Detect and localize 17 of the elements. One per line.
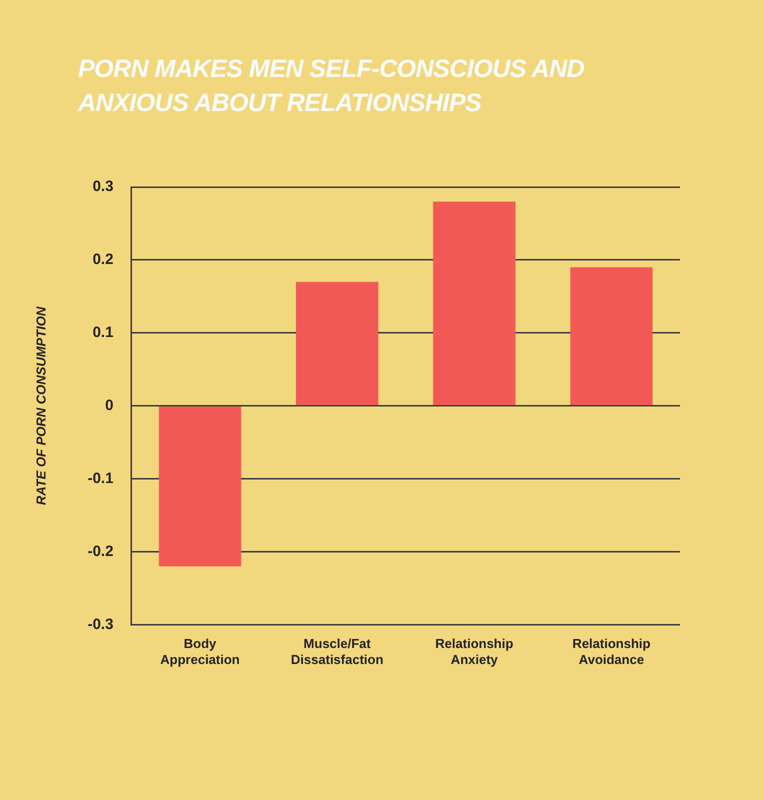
y-tick-label: -0.1	[88, 470, 114, 488]
y-tick-label: -0.2	[88, 542, 114, 560]
y-tick-label: 0.3	[92, 178, 114, 196]
y-tick-label: 0.2	[92, 251, 114, 268]
bar	[433, 202, 516, 406]
x-tick-label: Relationship Avoidance	[572, 636, 650, 667]
y-tick-label: 0	[105, 397, 114, 414]
chart-title: PORN MAKES MEN SELF-CONSCIOUS AND ANXIOUS ABOUT RELATIONSHIPS	[78, 54, 586, 119]
bar	[296, 282, 378, 406]
bar	[570, 267, 653, 406]
x-tick-label: Muscle/Fat Dissatisfaction	[290, 636, 384, 667]
y-tick-label: -0.3	[88, 616, 114, 633]
y-tick-label: 0.1	[92, 324, 114, 342]
x-tick-label: Body Appreciation	[160, 636, 240, 667]
y-axis-title: RATE OF PORN CONSUMPTION	[33, 306, 48, 506]
x-tick-label: Relationship Anxiety	[435, 636, 514, 667]
bar	[158, 406, 242, 566]
